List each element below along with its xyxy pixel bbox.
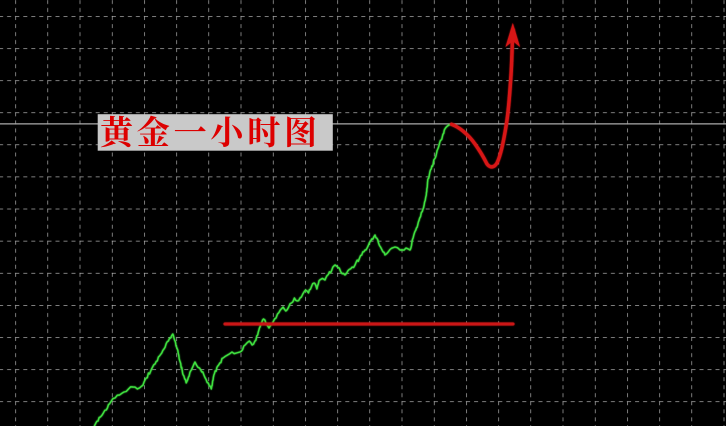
svg-text:黄金一小时图: 黄金一小时图 [100,107,321,154]
